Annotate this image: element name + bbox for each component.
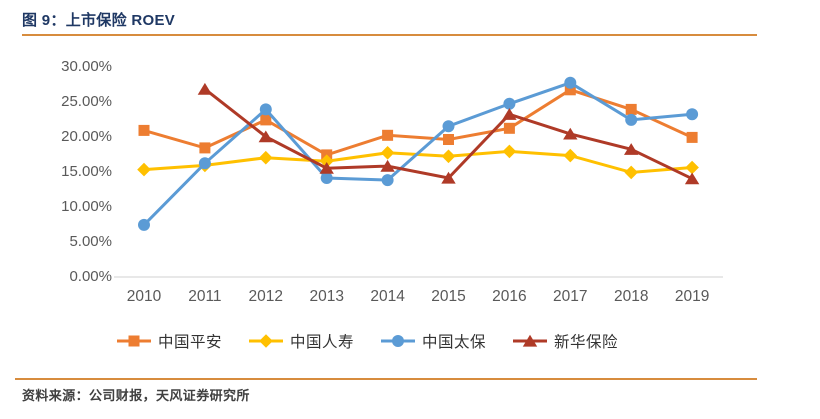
svg-text:2016: 2016 — [492, 288, 526, 305]
title-divider-line — [22, 34, 757, 36]
svg-text:2015: 2015 — [431, 288, 465, 305]
legend-label: 中国人寿 — [290, 334, 355, 351]
legend-item-guoshou: 中国人寿 — [248, 330, 354, 352]
xinhua-line-marker-swatch — [512, 334, 548, 348]
svg-text:2010: 2010 — [127, 288, 162, 305]
pingan-line-marker-swatch — [116, 334, 152, 348]
footer-divider-line — [15, 378, 757, 380]
svg-text:2014: 2014 — [370, 288, 405, 305]
svg-text:2012: 2012 — [249, 288, 283, 305]
legend-label: 中国太保 — [422, 334, 487, 351]
svg-text:30.00%: 30.00% — [61, 58, 112, 75]
legend-item-xinhua: 新华保险 — [512, 330, 618, 352]
guoshou-line-marker-swatch — [248, 334, 284, 348]
legend-label: 中国平安 — [158, 334, 223, 351]
svg-text:2017: 2017 — [553, 288, 587, 305]
svg-text:0.00%: 0.00% — [69, 268, 112, 285]
svg-text:2011: 2011 — [188, 288, 221, 305]
chart-legend: 中国平安 中国人寿 中国太保 新华保险 — [116, 330, 618, 352]
svg-text:2019: 2019 — [675, 288, 709, 305]
svg-text:10.00%: 10.00% — [61, 198, 112, 215]
svg-text:2018: 2018 — [614, 288, 648, 305]
svg-text:2013: 2013 — [309, 288, 343, 305]
legend-label: 新华保险 — [554, 334, 619, 351]
legend-item-taibao: 中国太保 — [380, 330, 486, 352]
figure-title: 图 9：上市保险 ROEV — [22, 12, 176, 29]
taibao-line-marker-swatch — [380, 334, 416, 348]
legend-item-pingan: 中国平安 — [116, 330, 222, 352]
svg-text:15.00%: 15.00% — [61, 163, 112, 180]
svg-text:5.00%: 5.00% — [69, 233, 112, 250]
source-note: 资料来源：公司财报，天风证券研究所 — [22, 388, 250, 403]
svg-text:25.00%: 25.00% — [61, 93, 112, 110]
svg-text:20.00%: 20.00% — [61, 128, 112, 145]
